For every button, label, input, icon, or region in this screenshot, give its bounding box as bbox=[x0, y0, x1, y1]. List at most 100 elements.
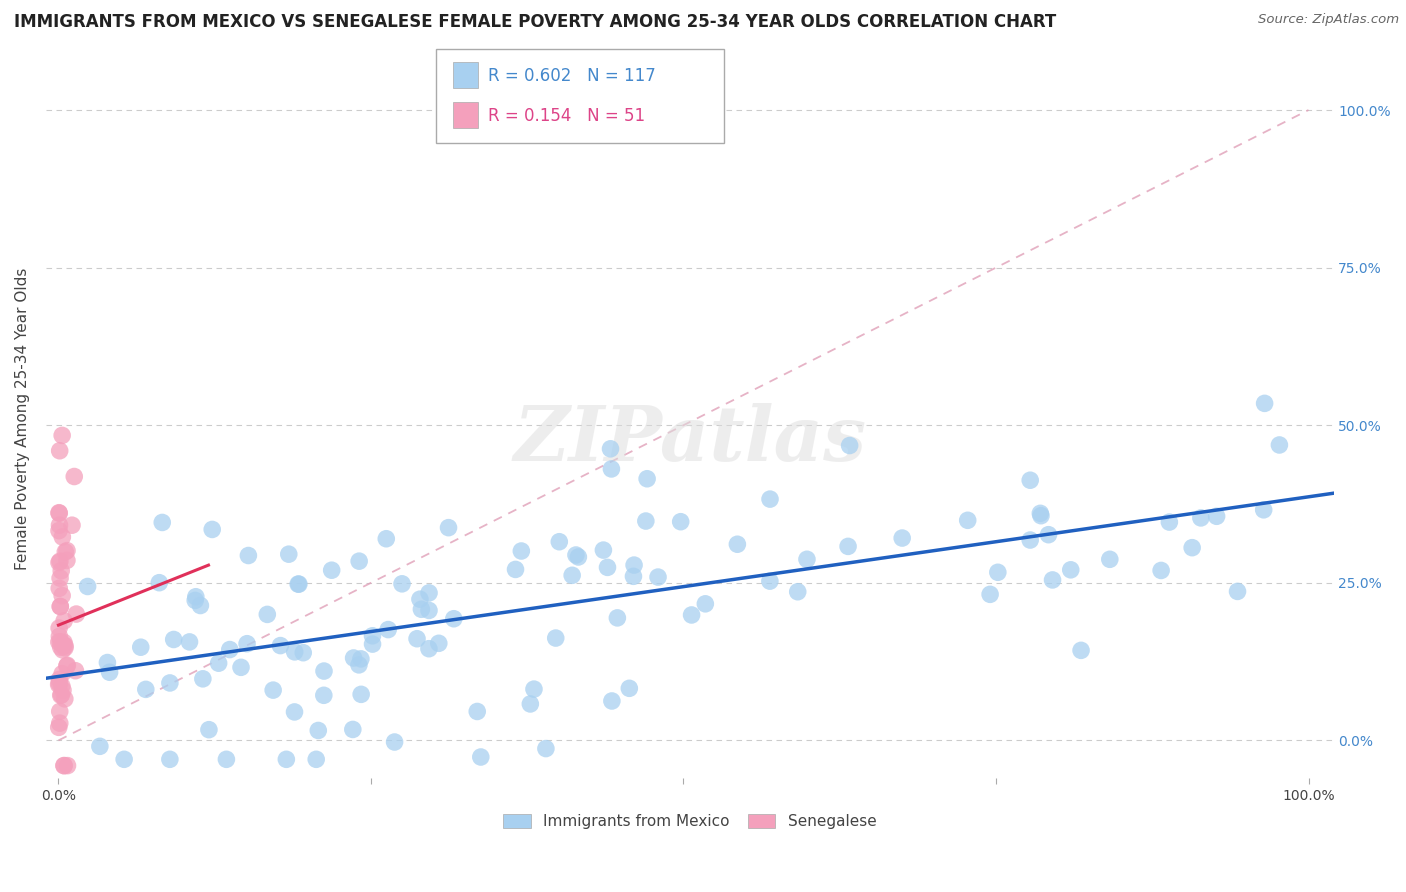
Point bbox=[600, 462, 623, 476]
Point bbox=[312, 664, 335, 678]
Point bbox=[53, 545, 76, 559]
Point bbox=[1098, 552, 1121, 566]
Point bbox=[56, 553, 79, 567]
Point bbox=[361, 629, 384, 643]
Point bbox=[1070, 643, 1092, 657]
Point bbox=[1253, 503, 1275, 517]
Point bbox=[184, 593, 207, 607]
Point bbox=[406, 632, 429, 646]
Point bbox=[600, 694, 623, 708]
Point bbox=[956, 513, 979, 527]
Point bbox=[56, 758, 79, 772]
Point bbox=[60, 518, 83, 533]
Point bbox=[150, 516, 173, 530]
Point bbox=[49, 634, 72, 648]
Point bbox=[215, 752, 238, 766]
Point bbox=[48, 556, 70, 570]
Point bbox=[418, 586, 440, 600]
Point bbox=[284, 645, 307, 659]
Point bbox=[287, 577, 309, 591]
Point bbox=[49, 554, 72, 568]
Text: IMMIGRANTS FROM MEXICO VS SENEGALESE FEMALE POVERTY AMONG 25-34 YEAR OLDS CORREL: IMMIGRANTS FROM MEXICO VS SENEGALESE FEM… bbox=[14, 13, 1056, 31]
Point bbox=[669, 515, 692, 529]
Point bbox=[592, 543, 614, 558]
Point bbox=[184, 590, 207, 604]
Point bbox=[76, 579, 98, 593]
Point bbox=[56, 543, 79, 558]
Point bbox=[48, 443, 70, 458]
Point bbox=[129, 640, 152, 655]
Point bbox=[283, 705, 305, 719]
Point bbox=[51, 666, 73, 681]
Point bbox=[534, 741, 557, 756]
Point bbox=[65, 607, 87, 621]
Point bbox=[56, 659, 79, 673]
Point bbox=[1189, 511, 1212, 525]
Point bbox=[49, 571, 72, 585]
Point bbox=[179, 635, 201, 649]
Point bbox=[647, 570, 669, 584]
Point bbox=[384, 735, 406, 749]
Point bbox=[759, 492, 782, 507]
Point bbox=[48, 506, 70, 520]
Point bbox=[48, 673, 70, 687]
Point bbox=[51, 564, 73, 578]
Point bbox=[391, 577, 413, 591]
Point bbox=[96, 656, 118, 670]
Y-axis label: Female Poverty Among 25-34 Year Olds: Female Poverty Among 25-34 Year Olds bbox=[15, 268, 30, 570]
Point bbox=[190, 599, 212, 613]
Point bbox=[236, 637, 259, 651]
Point bbox=[48, 621, 70, 635]
Point bbox=[979, 587, 1001, 601]
Point bbox=[48, 506, 70, 520]
Point bbox=[52, 758, 75, 772]
Point bbox=[159, 676, 181, 690]
Point bbox=[1226, 584, 1249, 599]
Point bbox=[262, 683, 284, 698]
Point bbox=[1029, 506, 1052, 520]
Text: Source: ZipAtlas.com: Source: ZipAtlas.com bbox=[1258, 13, 1399, 27]
Point bbox=[1060, 563, 1083, 577]
Point bbox=[695, 597, 717, 611]
Text: ZIPatlas: ZIPatlas bbox=[513, 403, 866, 477]
Point bbox=[565, 548, 588, 562]
Point bbox=[292, 646, 315, 660]
Point bbox=[548, 534, 571, 549]
Point bbox=[305, 752, 328, 766]
Point bbox=[418, 603, 440, 617]
Point bbox=[510, 544, 533, 558]
Point bbox=[437, 521, 460, 535]
Point bbox=[796, 552, 818, 566]
Point bbox=[623, 558, 645, 573]
Point bbox=[599, 442, 621, 456]
Point bbox=[65, 664, 87, 678]
Point bbox=[56, 658, 79, 673]
Point bbox=[837, 540, 859, 554]
Point bbox=[48, 676, 70, 690]
Point bbox=[1038, 527, 1060, 541]
Point bbox=[443, 612, 465, 626]
Point bbox=[53, 639, 76, 653]
Point bbox=[409, 592, 432, 607]
Point bbox=[51, 688, 73, 702]
Point bbox=[191, 672, 214, 686]
Text: R = 0.602   N = 117: R = 0.602 N = 117 bbox=[488, 67, 655, 85]
Point bbox=[52, 635, 75, 649]
Point bbox=[52, 638, 75, 652]
Point bbox=[53, 614, 76, 628]
Point bbox=[63, 469, 86, 483]
Point bbox=[307, 723, 329, 738]
Point bbox=[561, 568, 583, 582]
Point bbox=[51, 679, 73, 693]
Point bbox=[218, 642, 240, 657]
Point bbox=[51, 638, 73, 652]
Point bbox=[681, 607, 703, 622]
Point bbox=[159, 752, 181, 766]
Point bbox=[470, 750, 492, 764]
Point bbox=[418, 641, 440, 656]
Point bbox=[606, 611, 628, 625]
Point bbox=[987, 566, 1010, 580]
Point bbox=[256, 607, 278, 622]
Point bbox=[48, 524, 70, 538]
Point bbox=[342, 651, 364, 665]
